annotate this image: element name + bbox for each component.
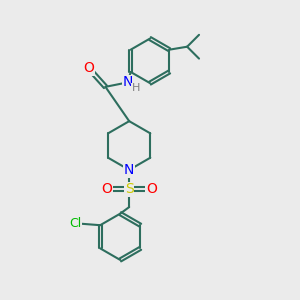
Text: N: N	[124, 163, 134, 177]
Text: H: H	[132, 83, 140, 93]
Text: O: O	[84, 61, 94, 75]
Text: Cl: Cl	[69, 217, 81, 230]
Text: S: S	[125, 182, 134, 196]
Text: N: N	[122, 75, 133, 89]
Text: O: O	[146, 182, 157, 196]
Text: O: O	[101, 182, 112, 196]
